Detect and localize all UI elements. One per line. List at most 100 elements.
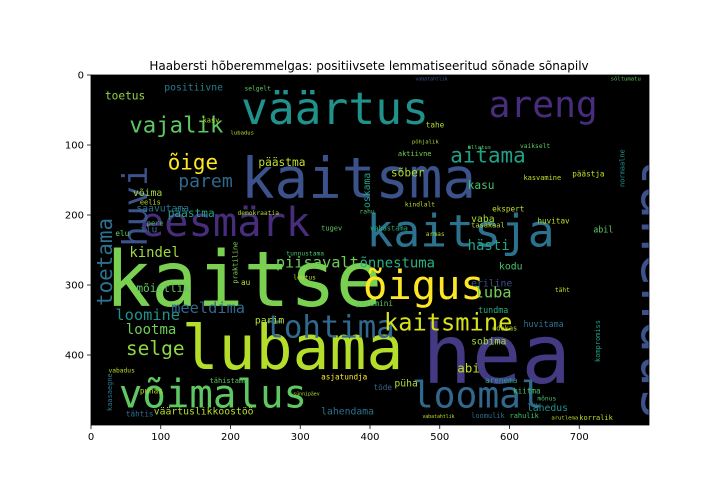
word-92: kindlalt <box>405 202 435 209</box>
word-57: ekspert <box>492 205 524 214</box>
word-59: vabastama <box>370 224 408 232</box>
word-24: õnnestuma <box>360 256 436 272</box>
word-36: ilu <box>140 225 158 236</box>
word-55: huvitama <box>523 319 563 329</box>
word-43: tundma <box>478 305 508 315</box>
word-31: positiivne <box>164 82 223 93</box>
word-98: üllatus <box>468 145 492 151</box>
word-30: toetus <box>105 90 145 103</box>
word-73: elu <box>115 229 129 238</box>
word-51: püha <box>394 379 418 390</box>
word-26: luba <box>475 284 512 302</box>
x-tick-label-0: 0 <box>88 432 94 443</box>
x-tick-label-1: 100 <box>151 432 170 443</box>
word-54: lähedus <box>527 403 568 414</box>
word-6: kaitsja <box>367 206 555 258</box>
word-93: lubadus <box>231 131 255 137</box>
word-13: huvi <box>116 166 155 247</box>
word-12: tohtima <box>265 311 394 346</box>
word-96: vabatahtlik <box>422 414 454 420</box>
word-56: huvitav <box>537 216 570 225</box>
word-100: arutlema <box>551 415 578 421</box>
word-29: mõistlik <box>136 282 190 295</box>
word-50: lahendama <box>321 407 374 418</box>
word-37: sõber <box>391 167 425 180</box>
word-21: loomine <box>115 306 180 324</box>
word-34: päästma <box>168 207 215 220</box>
word-95: vabatahtlik <box>415 77 447 83</box>
word-67: päästja <box>572 170 604 179</box>
word-86: selgelt <box>244 85 271 92</box>
word-3: kaitsma <box>241 147 476 212</box>
word-20: selge <box>126 337 185 360</box>
word-75: pere <box>147 220 164 228</box>
word-83: rahulik <box>510 412 540 420</box>
word-39: vaba <box>471 214 495 225</box>
word-87: kasv <box>203 117 220 125</box>
y-tick-label-0: 0 <box>78 71 84 82</box>
word-78: vabadus <box>108 368 135 375</box>
word-85: armas <box>426 231 445 238</box>
word-65: asjatundja <box>321 373 367 382</box>
plot-area <box>91 75 649 425</box>
word-41: eriline <box>471 278 512 289</box>
word-49: väärtuslikkoostöö <box>154 407 254 418</box>
y-axis: 0 100 200 300 400 <box>65 71 91 362</box>
word-52: arenema <box>485 376 517 385</box>
word-19: parem <box>178 171 233 192</box>
word-62: tõde <box>373 383 392 392</box>
word-27: meeldima <box>171 299 245 317</box>
word-45: abi <box>457 361 480 376</box>
word-10: areng <box>489 83 598 126</box>
word-81: korralik <box>579 414 613 422</box>
word-40: kodu <box>499 262 522 273</box>
word-46: abil <box>593 225 613 235</box>
word-cloud: kaitse hea lahendus kaitsma lubama väärtus kai… <box>93 77 693 423</box>
word-48: paremini <box>356 299 393 308</box>
y-tick-label-1: 100 <box>65 141 84 152</box>
word-64: tähtis <box>126 410 154 419</box>
word-71: praktiline <box>231 242 239 284</box>
word-77: kompromiss <box>594 320 602 362</box>
word-69: aktiivne <box>398 150 432 158</box>
word-4: lubama <box>182 313 404 384</box>
word-63: puhas <box>140 387 163 396</box>
word-94: sõltumatu <box>611 77 641 83</box>
x-tick-label-6: 600 <box>500 432 519 443</box>
word-23: piisavalt <box>276 254 359 272</box>
word-88: lootus <box>293 274 316 281</box>
word-18: õige <box>168 151 218 175</box>
word-47: parim <box>255 316 284 327</box>
word-8: õigus <box>363 261 485 309</box>
word-0: kaitse <box>105 236 382 325</box>
word-84: mõnus <box>537 396 556 403</box>
x-tick-label-2: 200 <box>221 432 240 443</box>
word-97: põhjalik <box>412 140 440 146</box>
word-80: kaasaegne <box>106 373 114 411</box>
word-17: toetama <box>93 218 117 306</box>
word-58: tugev <box>321 224 342 232</box>
word-91: rahu <box>360 209 375 216</box>
x-tick-label-7: 700 <box>570 432 589 443</box>
word-42: oskama <box>362 173 373 208</box>
word-5: väärtus <box>241 83 429 135</box>
word-82: loomulik <box>471 412 505 420</box>
chart-title: Haabersti hõberemmelgas: positiivsete le… <box>149 59 588 73</box>
word-44: sobima <box>471 337 506 348</box>
word-89: tunnustama <box>286 251 324 258</box>
word-25: hästi <box>468 238 510 254</box>
y-tick-label-4: 400 <box>65 351 84 362</box>
word-14: kaitsmine <box>384 309 512 337</box>
word-53: kiitma <box>513 387 541 396</box>
word-76: normaalne <box>619 149 627 187</box>
word-101: sünnipäev <box>293 392 319 398</box>
word-2: lahendus <box>628 152 693 421</box>
word-7: eesmärk <box>140 198 310 246</box>
word-90: täht <box>555 287 570 294</box>
word-15: vajalik <box>129 112 224 138</box>
y-tick-label-3: 300 <box>65 281 84 292</box>
word-9: võimalus <box>119 373 307 418</box>
x-tick-label-4: 400 <box>360 432 379 443</box>
word-70: tahe <box>426 121 445 130</box>
